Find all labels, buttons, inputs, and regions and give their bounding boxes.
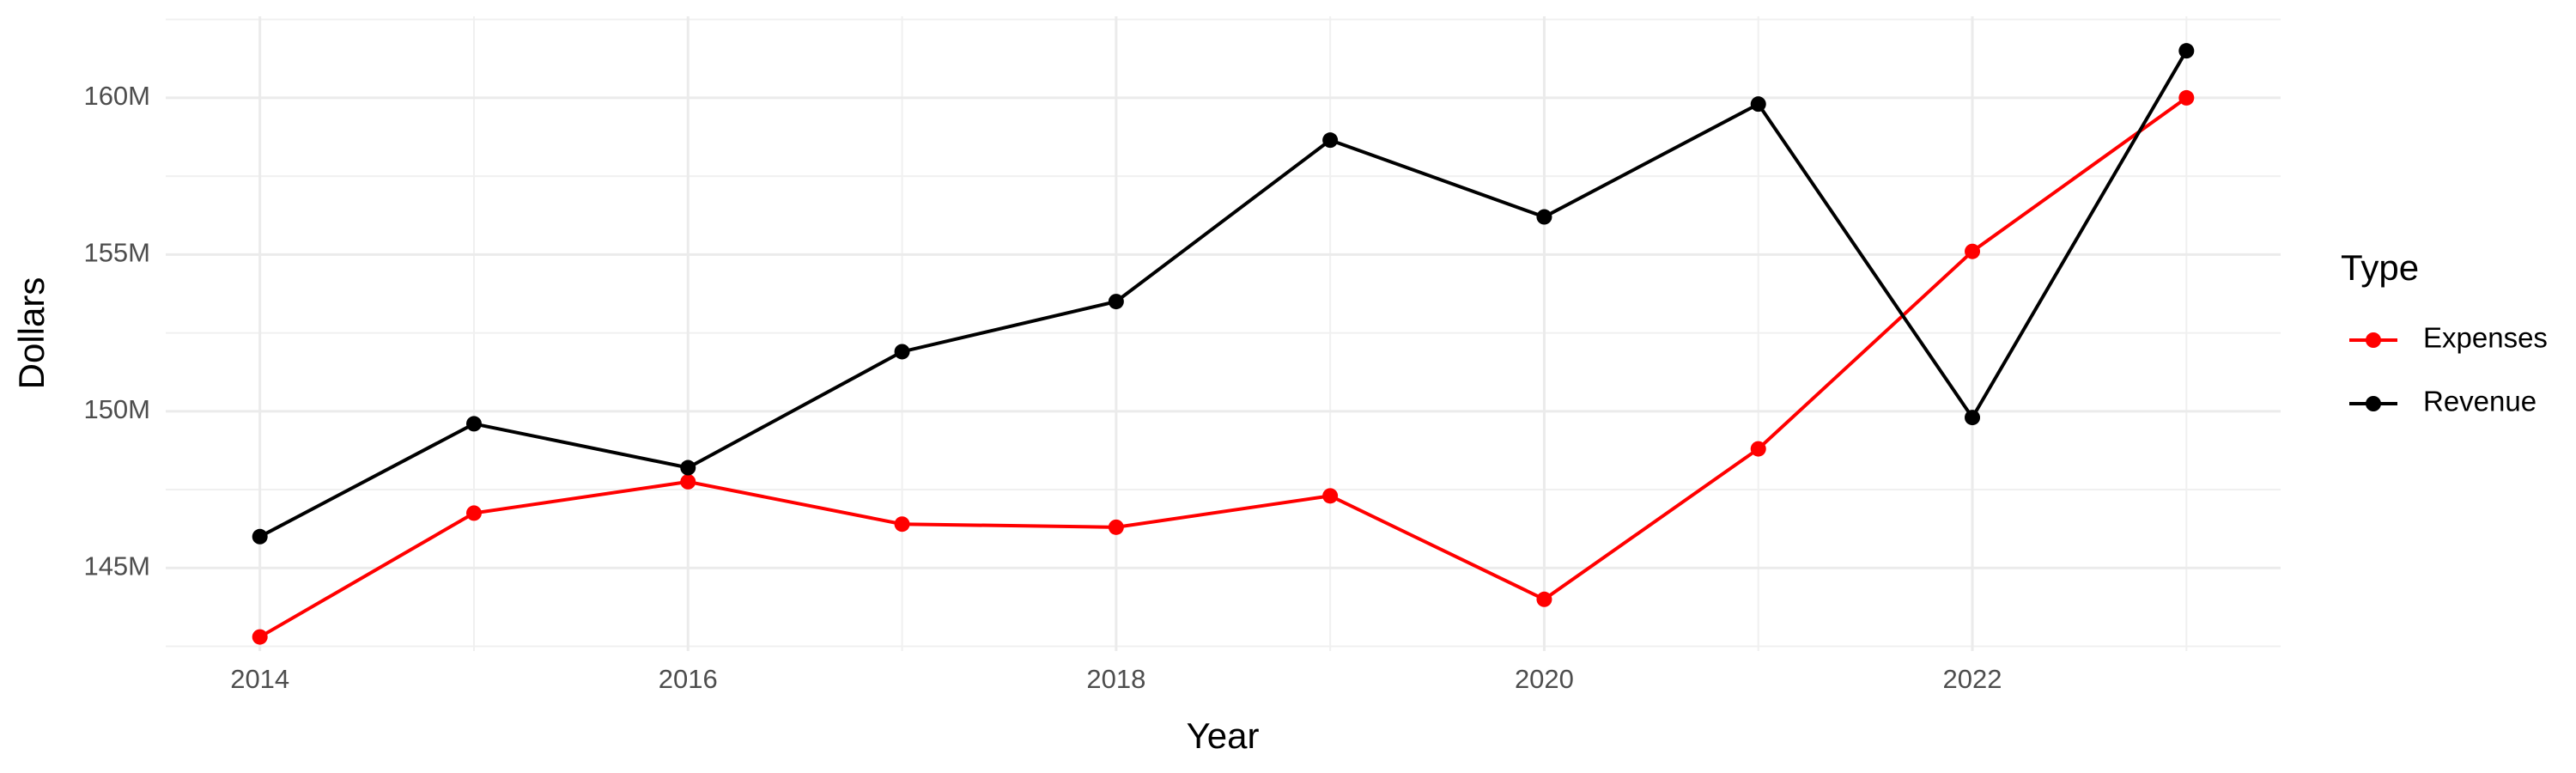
data-point <box>1322 132 1339 149</box>
data-point <box>1108 519 1124 535</box>
data-point <box>1536 591 1552 607</box>
data-point <box>680 460 696 476</box>
y-tick-label: 150M <box>83 394 150 424</box>
data-point <box>1965 410 1981 426</box>
data-point <box>1750 441 1766 457</box>
series-line <box>258 96 2188 639</box>
data-point <box>465 505 482 521</box>
x-tick-label: 2022 <box>1943 664 2002 694</box>
legend-label: Expenses <box>2423 322 2548 354</box>
y-tick-label: 155M <box>83 238 150 268</box>
data-point <box>252 528 268 545</box>
x-axis-title: Year <box>1187 715 1260 756</box>
legend-label: Revenue <box>2423 386 2537 417</box>
data-point <box>680 473 696 490</box>
x-tick-label: 2020 <box>1515 664 1574 694</box>
data-point <box>1965 243 1981 259</box>
data-point <box>465 416 482 432</box>
data-point <box>2178 89 2195 106</box>
data-point <box>1108 294 1124 310</box>
y-tick-label: 160M <box>83 81 150 111</box>
y-tick-label: 145M <box>83 551 150 581</box>
data-point <box>1750 96 1766 113</box>
legend-marker <box>2366 396 2381 411</box>
data-point <box>2178 43 2195 59</box>
legend-title: Type <box>2341 247 2419 288</box>
data-point <box>252 629 268 645</box>
grid <box>166 16 2281 651</box>
series-line <box>258 50 2189 539</box>
data-point <box>894 516 910 533</box>
x-tick-label: 2016 <box>659 664 718 694</box>
legend-marker <box>2366 332 2381 348</box>
plot-area <box>252 43 2195 645</box>
data-point <box>894 344 910 360</box>
data-point <box>1536 209 1552 225</box>
x-tick-label: 2014 <box>230 664 289 694</box>
y-axis-title: Dollars <box>11 277 52 390</box>
x-tick-label: 2018 <box>1086 664 1145 694</box>
data-point <box>1322 488 1339 504</box>
